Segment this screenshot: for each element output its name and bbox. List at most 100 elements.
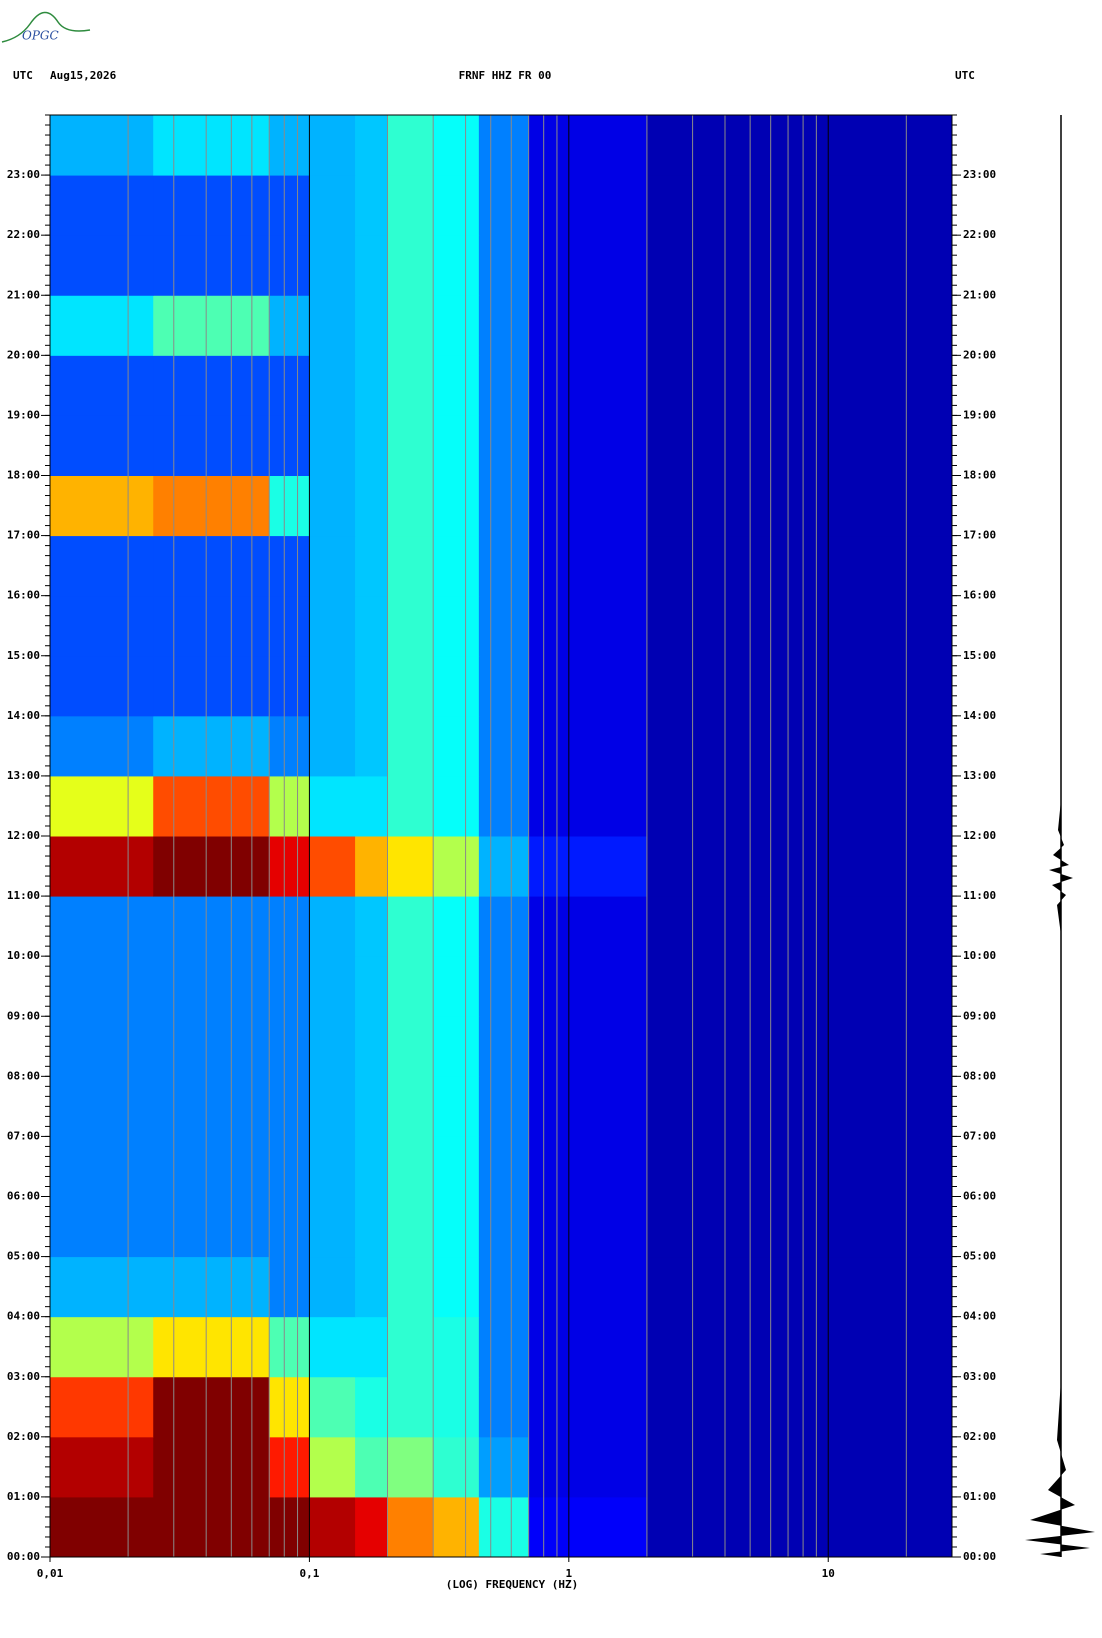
cell bbox=[153, 956, 270, 1017]
cell bbox=[355, 896, 389, 957]
cell bbox=[309, 235, 356, 296]
cell bbox=[646, 595, 953, 657]
cell bbox=[153, 355, 270, 416]
cell bbox=[50, 1016, 154, 1077]
cell bbox=[646, 175, 953, 236]
cell bbox=[387, 836, 434, 897]
y-tick-label-right: 04:00 bbox=[963, 1310, 996, 1323]
cell bbox=[478, 1376, 530, 1438]
cell bbox=[433, 595, 480, 657]
cell bbox=[528, 235, 648, 296]
cell bbox=[478, 1316, 530, 1378]
cell bbox=[387, 175, 434, 236]
cell bbox=[309, 295, 356, 356]
cell bbox=[269, 1196, 310, 1258]
header-left: UTC bbox=[13, 69, 33, 82]
cell bbox=[387, 235, 434, 296]
trace-burst bbox=[1049, 800, 1073, 935]
cell bbox=[309, 475, 356, 537]
cell bbox=[387, 1496, 434, 1558]
cell bbox=[387, 415, 434, 476]
cell bbox=[269, 115, 310, 176]
cell bbox=[478, 1016, 530, 1077]
cell bbox=[355, 956, 389, 1017]
cell bbox=[355, 1376, 389, 1438]
cell bbox=[433, 355, 480, 416]
cell bbox=[387, 535, 434, 597]
cell bbox=[355, 175, 389, 236]
cell bbox=[387, 775, 434, 837]
cell bbox=[50, 535, 154, 597]
cell bbox=[50, 655, 154, 717]
cell bbox=[433, 1316, 480, 1378]
y-tick-label: 05:00 bbox=[7, 1250, 40, 1263]
cell bbox=[153, 535, 270, 597]
cell bbox=[355, 115, 389, 176]
cell bbox=[646, 775, 953, 837]
cell bbox=[50, 1076, 154, 1137]
cell bbox=[153, 1316, 270, 1378]
cell bbox=[646, 475, 953, 537]
cell bbox=[153, 1196, 270, 1258]
cell bbox=[646, 655, 953, 717]
cell bbox=[355, 295, 389, 356]
y-tick-label: 19:00 bbox=[7, 408, 40, 421]
cell bbox=[50, 355, 154, 416]
cell bbox=[387, 475, 434, 537]
cell bbox=[355, 595, 389, 657]
cell bbox=[153, 475, 270, 537]
y-tick-label: 09:00 bbox=[7, 1009, 40, 1022]
cell bbox=[646, 1316, 953, 1378]
logo: OPGC bbox=[1, 11, 91, 43]
y-tick-label-right: 02:00 bbox=[963, 1430, 996, 1443]
cell bbox=[433, 775, 480, 837]
y-tick-label-right: 22:00 bbox=[963, 228, 996, 241]
cell bbox=[355, 1196, 389, 1258]
cell bbox=[269, 235, 310, 296]
cell bbox=[309, 1496, 356, 1558]
y-tick-label: 16:00 bbox=[7, 589, 40, 602]
cell bbox=[269, 175, 310, 236]
cell bbox=[50, 1436, 154, 1498]
plot-frame bbox=[49, 114, 953, 1558]
cell bbox=[528, 896, 648, 957]
cell bbox=[309, 415, 356, 476]
cell bbox=[528, 475, 648, 537]
cell bbox=[528, 1316, 648, 1378]
cell bbox=[478, 1136, 530, 1197]
cell bbox=[309, 1316, 356, 1378]
cell bbox=[50, 1376, 154, 1438]
y-tick-label: 18:00 bbox=[7, 469, 40, 482]
cell bbox=[153, 896, 270, 957]
y-tick-label-right: 23:00 bbox=[963, 168, 996, 181]
cell bbox=[478, 715, 530, 777]
cell bbox=[478, 956, 530, 1017]
logo-text: OPGC bbox=[22, 29, 59, 43]
cell bbox=[355, 1496, 389, 1558]
cell bbox=[153, 1016, 270, 1077]
cell bbox=[50, 775, 154, 837]
y-tick-label: 12:00 bbox=[7, 829, 40, 842]
cell bbox=[433, 1196, 480, 1258]
y-tick-label-right: 08:00 bbox=[963, 1069, 996, 1082]
cell bbox=[433, 896, 480, 957]
cell bbox=[646, 115, 953, 176]
cell bbox=[269, 595, 310, 657]
date: Aug15,2026 bbox=[50, 69, 117, 82]
cell bbox=[387, 115, 434, 176]
cell bbox=[355, 1076, 389, 1137]
cell bbox=[269, 1016, 310, 1077]
cell bbox=[50, 115, 154, 176]
cell bbox=[387, 1076, 434, 1137]
cell bbox=[269, 295, 310, 356]
cell bbox=[528, 1196, 648, 1258]
cell bbox=[269, 1136, 310, 1197]
cell bbox=[646, 1496, 953, 1558]
cell bbox=[646, 715, 953, 777]
cell bbox=[646, 1016, 953, 1077]
cell bbox=[478, 655, 530, 717]
cell bbox=[646, 535, 953, 597]
cell bbox=[309, 595, 356, 657]
